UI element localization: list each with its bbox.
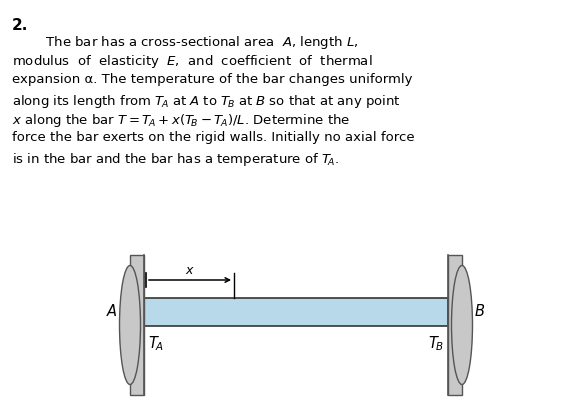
Text: force the bar exerts on the rigid walls. Initially no axial force: force the bar exerts on the rigid walls.… <box>12 132 414 144</box>
Text: The bar has a cross-sectional area  $A$, length $L$,: The bar has a cross-sectional area $A$, … <box>12 34 358 51</box>
Text: along its length from $T_{\!A}$ at $A$ to $T_{\!B}$ at $B$ so that at any point: along its length from $T_{\!A}$ at $A$ t… <box>12 92 401 110</box>
Text: $T_{\!A}$: $T_{\!A}$ <box>148 334 164 353</box>
Text: A: A <box>107 304 117 319</box>
Bar <box>144 298 448 326</box>
Text: $T_{\!B}$: $T_{\!B}$ <box>428 334 444 353</box>
Ellipse shape <box>451 265 472 384</box>
Text: $x$: $x$ <box>185 264 195 277</box>
Text: modulus  of  elasticity  $E$,  and  coefficient  of  thermal: modulus of elasticity $E$, and coefficie… <box>12 54 373 70</box>
Bar <box>130 255 144 395</box>
Text: 2.: 2. <box>12 18 28 33</box>
Text: expansion α. The temperature of the bar changes uniformly: expansion α. The temperature of the bar … <box>12 73 413 86</box>
Text: $x$ along the bar $T = T_{\!A} + x(T_{\!B} - T_{\!A})/L$. Determine the: $x$ along the bar $T = T_{\!A} + x(T_{\!… <box>12 112 350 129</box>
Text: is in the bar and the bar has a temperature of $T_{\!A}$.: is in the bar and the bar has a temperat… <box>12 151 339 168</box>
Bar <box>448 255 462 395</box>
Text: B: B <box>475 304 485 319</box>
Ellipse shape <box>120 265 140 384</box>
